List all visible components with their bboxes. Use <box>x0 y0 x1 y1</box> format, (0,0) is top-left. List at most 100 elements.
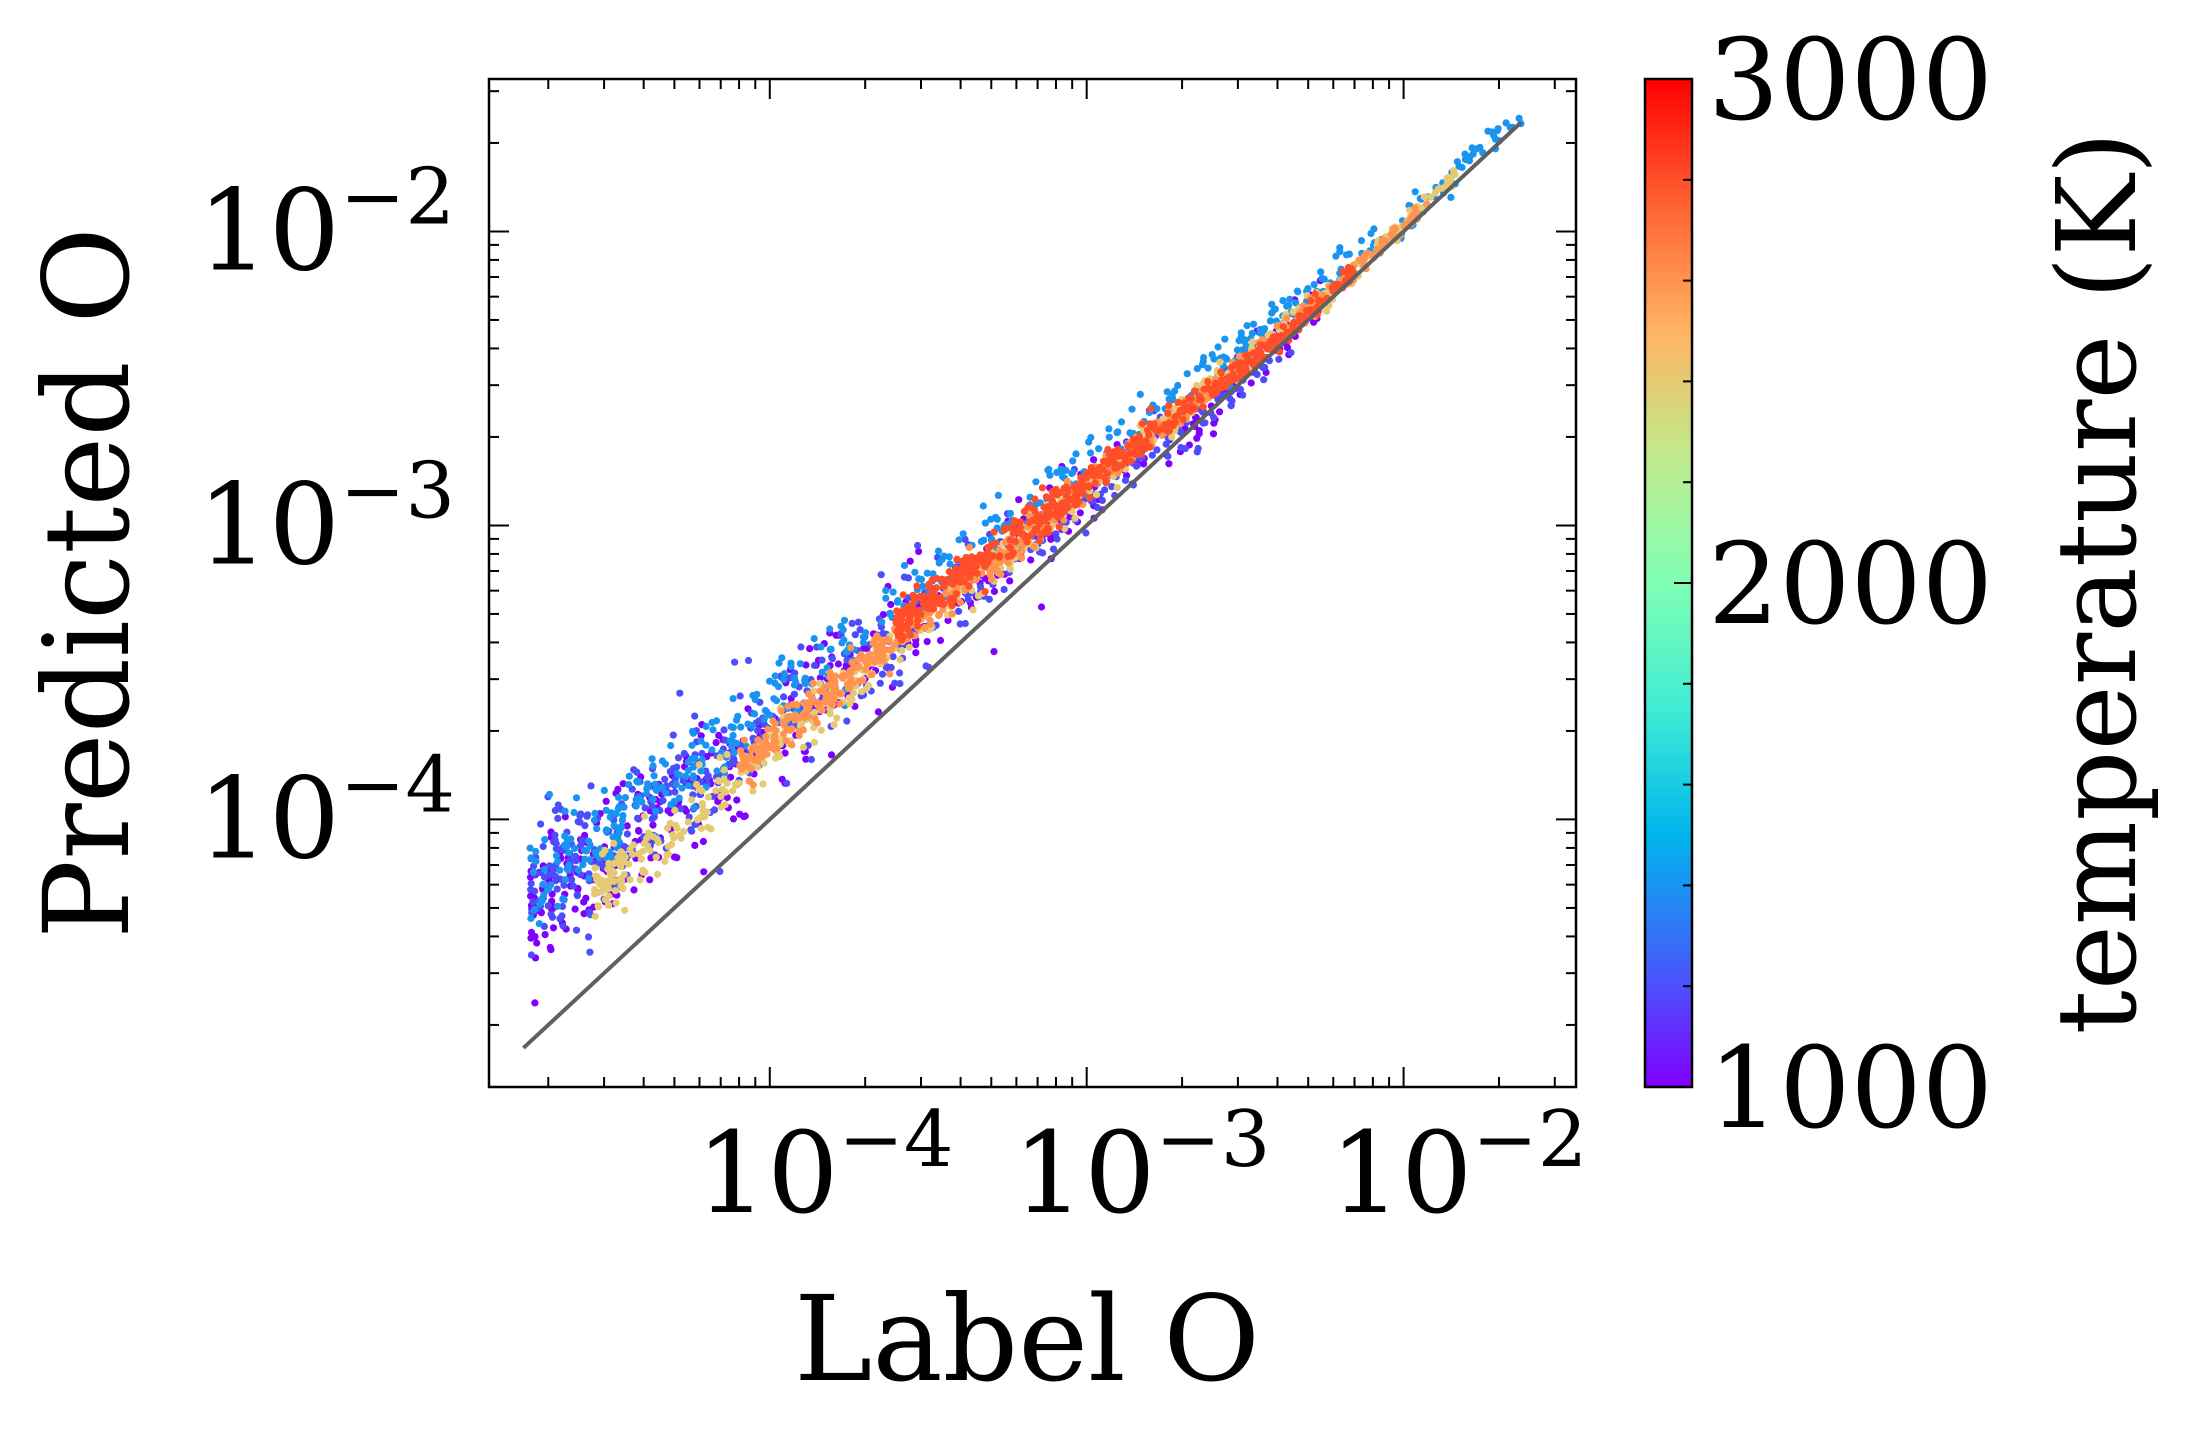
scatter-point <box>783 715 791 723</box>
scatter-point <box>1279 297 1287 305</box>
scatter-point <box>1133 461 1141 469</box>
scatter-point <box>801 713 809 722</box>
scatter-point <box>680 749 688 758</box>
scatter-point <box>661 857 669 865</box>
scatter-point <box>1250 320 1258 328</box>
scatter-point <box>953 555 961 563</box>
scatter-point <box>531 999 539 1007</box>
scatter-point <box>760 720 768 728</box>
scatter-point <box>957 576 965 585</box>
scatter-point <box>688 741 696 749</box>
scatter-point <box>1256 329 1264 337</box>
scatter-point <box>961 535 969 544</box>
scatter-point <box>1304 285 1312 293</box>
scatter-point <box>730 749 738 757</box>
x-tick-label: 10−2 <box>1330 1095 1588 1239</box>
scatter-point <box>1181 445 1189 453</box>
scatter-point <box>906 557 914 565</box>
scatter-point <box>697 732 705 740</box>
scatter-point <box>671 788 679 796</box>
scatter-point <box>771 732 779 741</box>
scatter-point <box>673 763 681 771</box>
scatter-point <box>591 912 599 920</box>
scatter-point <box>906 619 914 627</box>
scatter-point <box>790 681 799 689</box>
scatter-point <box>675 831 683 839</box>
scatter-point <box>540 865 549 874</box>
scatter-point <box>1217 377 1226 385</box>
scatter-point <box>618 816 627 824</box>
scatter-point <box>605 859 613 868</box>
scatter-point <box>955 536 963 544</box>
scatter-point <box>616 875 624 883</box>
reference-line-y-equals-x <box>522 120 1523 1050</box>
scatter-point <box>847 644 855 652</box>
scatter-point <box>1062 483 1070 491</box>
scatter-point <box>1243 322 1251 330</box>
scatter-point <box>1007 544 1015 552</box>
scatter-point <box>561 813 569 821</box>
scatter-point <box>996 552 1004 560</box>
scatter-point <box>826 710 834 718</box>
scatter-point <box>870 640 879 648</box>
scatter-point <box>696 814 704 822</box>
scatter-point <box>576 812 584 820</box>
scatter-point <box>744 762 752 771</box>
scatter-point <box>862 653 870 662</box>
scatter-point <box>1071 491 1080 499</box>
scatter-point <box>561 832 569 840</box>
scatter-point <box>610 869 618 877</box>
scatter-point <box>1053 491 1061 499</box>
scatter-point <box>913 582 921 590</box>
scatter-point <box>727 723 735 731</box>
scatter-point <box>536 900 544 908</box>
scatter-point <box>1091 479 1099 487</box>
scatter-point <box>737 764 746 773</box>
scatter-point <box>749 781 757 789</box>
y-axis-label: Predicted O <box>18 227 156 939</box>
scatter-point <box>648 815 656 823</box>
scatter-point <box>1179 416 1187 424</box>
scatter-point <box>748 721 756 730</box>
scatter-point <box>729 787 737 795</box>
colorbar-tick-label: 3000 <box>1708 16 1993 146</box>
scatter-point <box>830 695 838 703</box>
scatter-point <box>1094 466 1102 474</box>
scatter-point <box>993 515 1001 523</box>
scatter-point <box>820 698 828 706</box>
scatter-point <box>1292 299 1300 307</box>
scatter-point <box>615 793 623 802</box>
scatter-point <box>708 746 716 754</box>
scatter-point <box>1126 429 1134 437</box>
scatter-point <box>898 646 906 655</box>
scatter-point <box>1035 537 1043 545</box>
scatter-point <box>1165 460 1173 468</box>
scatter-point <box>1033 526 1041 534</box>
scatter-point <box>1100 473 1108 481</box>
scatter-point <box>580 898 588 906</box>
scatter-point <box>941 590 950 598</box>
scatter-point <box>736 810 744 818</box>
scatter-point <box>731 658 739 666</box>
scatter-point <box>915 547 923 556</box>
scatter-point <box>568 876 576 884</box>
scatter-point <box>1174 398 1182 406</box>
scatter-point <box>943 576 951 584</box>
scatter-point <box>664 824 672 832</box>
scatter-point <box>578 836 586 844</box>
scatter-point <box>914 541 922 550</box>
scatter-point <box>604 901 613 909</box>
scatter-point <box>648 755 656 763</box>
scatter-point <box>775 659 783 667</box>
scatter-point <box>1082 529 1090 537</box>
scatter-point <box>626 876 634 884</box>
scatter-point <box>707 825 715 833</box>
scatter-point <box>770 695 778 703</box>
scatter-point <box>990 587 999 596</box>
scatter-point <box>1162 440 1170 448</box>
scatter-point <box>969 606 977 614</box>
scatter-point <box>1140 460 1148 468</box>
scatter-point <box>1068 469 1076 478</box>
scatter-point <box>836 700 844 708</box>
scatter-point <box>894 613 902 621</box>
